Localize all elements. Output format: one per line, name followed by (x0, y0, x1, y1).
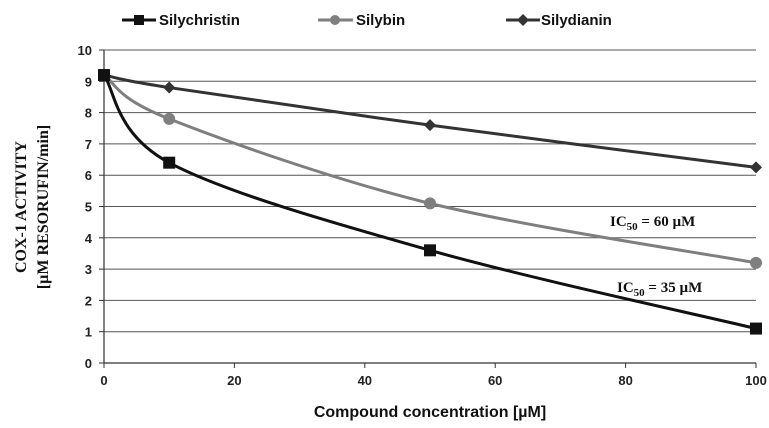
y-tick-label-6: 6 (85, 168, 92, 183)
y-tick-label-9: 9 (85, 74, 92, 89)
y-tick-label-3: 3 (85, 262, 92, 277)
annotation-silychristin-value: = 35 µM (645, 280, 703, 296)
series-line-silybin (103, 73, 757, 265)
legend-circle-marker (330, 15, 340, 25)
legend-item-silydianin: Silydianin (506, 12, 612, 29)
annotation-silychristin-ic50: IC50 = 35 µM (617, 280, 702, 299)
legend-item-silybin: Silybin (318, 12, 405, 29)
annotation-silybin-ic50: IC50 = 60 µM (610, 214, 695, 233)
x-tick-label-60: 60 (488, 373, 502, 388)
x-axis-title: Compound concentration [µM] (314, 404, 546, 421)
y-axis-title-line1: COX-1 ACTIVITY (13, 141, 30, 273)
x-tick-labels: 0 20 40 60 80 100 (100, 373, 766, 388)
y-tick-label-4: 4 (85, 231, 93, 246)
annotation-silychristin-ic: IC (617, 280, 634, 296)
y-tick-label-2: 2 (85, 293, 92, 308)
y-tick-label-8: 8 (85, 106, 92, 121)
y-tick-label-5: 5 (85, 200, 92, 215)
x-tick-label-0: 0 (100, 373, 107, 388)
data-point-silychristin-10 (163, 156, 176, 169)
data-point-silybin-10 (163, 112, 176, 125)
data-point-silychristin-0 (98, 69, 110, 82)
legend-label-silybin: Silybin (356, 12, 405, 29)
annotation-silybin-value: = 60 µM (638, 214, 696, 230)
x-tick-label-100: 100 (745, 373, 767, 388)
y-tick-labels: 0 1 2 3 4 5 6 7 8 9 10 (78, 43, 93, 371)
series-line-silychristin (102, 74, 757, 331)
x-tick-label-20: 20 (227, 373, 241, 388)
legend-label-silychristin: Silychristin (159, 12, 240, 29)
axes (99, 49, 757, 368)
legend-item-silychristin: Silychristin (122, 12, 240, 29)
legend-diamond-marker (517, 14, 529, 26)
data-point-silychristin-50 (424, 244, 436, 257)
annotation-silybin-ic: IC (610, 214, 627, 230)
y-tick-label-0: 0 (85, 356, 92, 371)
annotation-silybin-sub: 50 (627, 221, 639, 233)
y-axis-title: COX-1 ACTIVITY [µM RESORUFIN/min] (13, 125, 52, 289)
y-axis-title-line2: [µM RESORUFIN/min] (35, 125, 52, 289)
gridlines (104, 49, 756, 364)
series-line-silydianin (103, 73, 757, 169)
series (98, 69, 762, 335)
data-point-silychristin-100 (750, 322, 762, 335)
y-tick-label-1: 1 (85, 325, 92, 340)
data-point-silybin-50 (424, 197, 436, 210)
legend: Silychristin Silybin Silydianin (122, 12, 612, 29)
legend-label-silydianin: Silydianin (541, 12, 612, 29)
x-tick-label-80: 80 (618, 373, 632, 388)
data-point-silybin-100 (750, 256, 762, 269)
y-tick-label-7: 7 (85, 137, 92, 152)
data-point-silydianin-50 (424, 119, 436, 132)
annotation-silychristin-sub: 50 (634, 287, 646, 299)
legend-square-marker (134, 15, 144, 25)
data-point-silydianin-10 (163, 81, 176, 94)
data-point-silydianin-100 (750, 161, 762, 174)
x-tick-label-40: 40 (358, 373, 372, 388)
y-tick-label-10: 10 (78, 43, 92, 58)
